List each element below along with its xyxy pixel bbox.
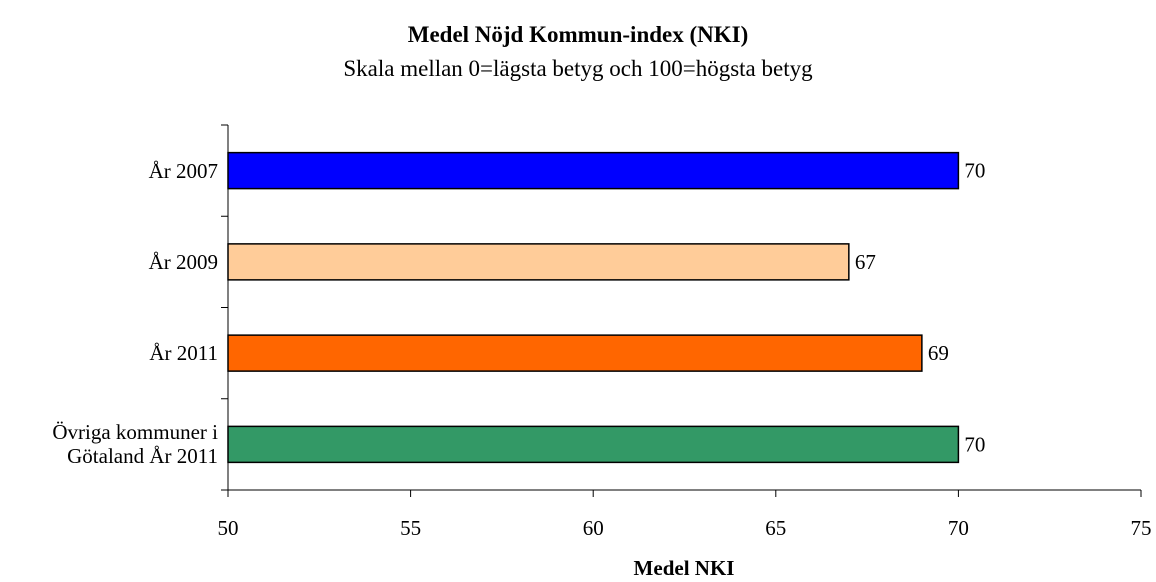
bar — [227, 151, 960, 190]
x-tick-label: 75 — [1131, 516, 1152, 540]
chart-title: Medel Nöjd Kommun-index (NKI) — [408, 22, 749, 47]
x-tick-label: 65 — [765, 516, 786, 540]
chart-subtitle: Skala mellan 0=lägsta betyg och 100=högs… — [343, 56, 813, 81]
x-tick-label: 55 — [400, 516, 421, 540]
bar — [227, 243, 850, 281]
value-label: 70 — [964, 159, 985, 183]
bar — [227, 425, 960, 464]
x-tick-label: 60 — [583, 516, 604, 540]
x-axis-label: Medel NKI — [634, 556, 735, 580]
bar — [227, 334, 923, 372]
value-label: 67 — [855, 250, 876, 274]
y-tick-label: År 2007 — [148, 158, 218, 183]
x-tick-label: 70 — [948, 516, 969, 540]
x-tick-label: 50 — [218, 516, 239, 540]
y-tick-label: År 2011 — [149, 341, 218, 366]
y-tick-label: Övriga kommuner i Götaland År 2011 — [52, 420, 218, 469]
value-label: 70 — [964, 432, 985, 456]
value-label: 69 — [928, 341, 949, 365]
y-tick-label: År 2009 — [148, 249, 218, 274]
